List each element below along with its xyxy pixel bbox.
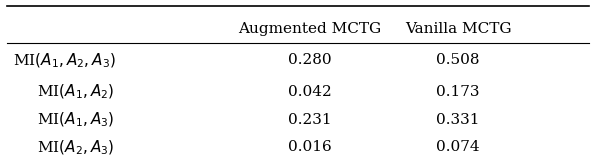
Text: 0.331: 0.331 (436, 112, 480, 127)
Text: MI$(A_1,A_2)$: MI$(A_1,A_2)$ (37, 82, 114, 101)
Text: 0.042: 0.042 (288, 84, 332, 99)
Text: MI$(A_1,A_2,A_3)$: MI$(A_1,A_2,A_3)$ (13, 51, 116, 70)
Text: MI$(A_1,A_3)$: MI$(A_1,A_3)$ (37, 110, 114, 129)
Text: 0.016: 0.016 (288, 140, 332, 154)
Text: 0.074: 0.074 (436, 140, 480, 154)
Text: 0.280: 0.280 (288, 53, 332, 68)
Text: Augmented MCTG: Augmented MCTG (238, 22, 381, 36)
Text: Vanilla MCTG: Vanilla MCTG (405, 22, 511, 36)
Text: MI$(A_2,A_3)$: MI$(A_2,A_3)$ (37, 138, 114, 157)
Text: 0.231: 0.231 (288, 112, 332, 127)
Text: 0.173: 0.173 (436, 84, 480, 99)
Text: 0.508: 0.508 (436, 53, 480, 68)
